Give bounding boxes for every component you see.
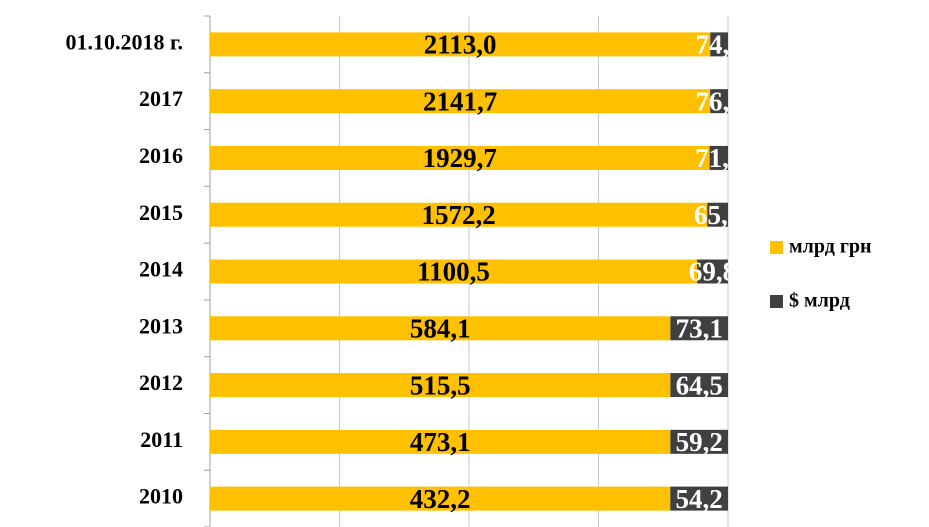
bar-segment <box>210 259 698 284</box>
bar-segment <box>210 373 671 398</box>
data-label: 473,1 <box>410 427 471 457</box>
data-label: 584,1 <box>410 313 471 343</box>
data-label: 432,2 <box>410 484 471 514</box>
bar-segment <box>210 89 711 114</box>
bar-segment <box>670 486 728 511</box>
bar-segment <box>670 429 728 454</box>
bar-segment <box>709 145 728 170</box>
y-tick-label: 2012 <box>139 370 183 395</box>
data-label: 54,2 <box>676 484 723 514</box>
data-label: 2141,7 <box>423 86 497 116</box>
y-tick-label: 2014 <box>139 257 183 282</box>
data-label: 2113,0 <box>424 30 497 60</box>
bar-segment <box>697 259 728 284</box>
y-tick-label: 2016 <box>139 143 183 168</box>
data-label: 59,2 <box>676 427 723 457</box>
y-tick-label: 2017 <box>139 86 183 111</box>
y-tick-label: 2011 <box>140 427 183 452</box>
data-label: 74,7 <box>696 30 743 60</box>
bar-segment <box>710 89 728 114</box>
bar-segment <box>210 32 711 57</box>
data-label: 73,1 <box>676 313 723 343</box>
legend-swatch <box>770 241 783 254</box>
data-label: 76,3 <box>695 86 742 116</box>
data-label: 71,0 <box>695 143 742 173</box>
data-label: 69,8 <box>689 257 736 287</box>
bar-segment <box>210 202 708 227</box>
y-tick-label: 2010 <box>139 484 183 509</box>
data-label: 64,5 <box>676 370 723 400</box>
data-label: 515,5 <box>410 370 471 400</box>
y-tick-label: 01.10.2018 г. <box>65 29 183 54</box>
bar-segment <box>210 316 671 341</box>
data-label: 65,5 <box>694 200 741 230</box>
legend-label: $ млрд <box>789 290 850 312</box>
data-label: 1929,7 <box>423 143 497 173</box>
bar-segment <box>707 202 728 227</box>
bar-segment <box>670 373 728 398</box>
bar-segment <box>670 316 728 341</box>
bar-segment <box>710 32 728 57</box>
y-tick-label: 2013 <box>139 313 183 338</box>
bar-segment <box>210 429 671 454</box>
legend-label: млрд грн <box>789 236 872 258</box>
bar-segment <box>210 486 671 511</box>
legend-swatch <box>770 295 783 308</box>
data-label: 1100,5 <box>417 257 490 287</box>
y-tick-label: 2015 <box>139 200 183 225</box>
data-label: 1572,2 <box>422 200 496 230</box>
bar-segment <box>210 145 710 170</box>
